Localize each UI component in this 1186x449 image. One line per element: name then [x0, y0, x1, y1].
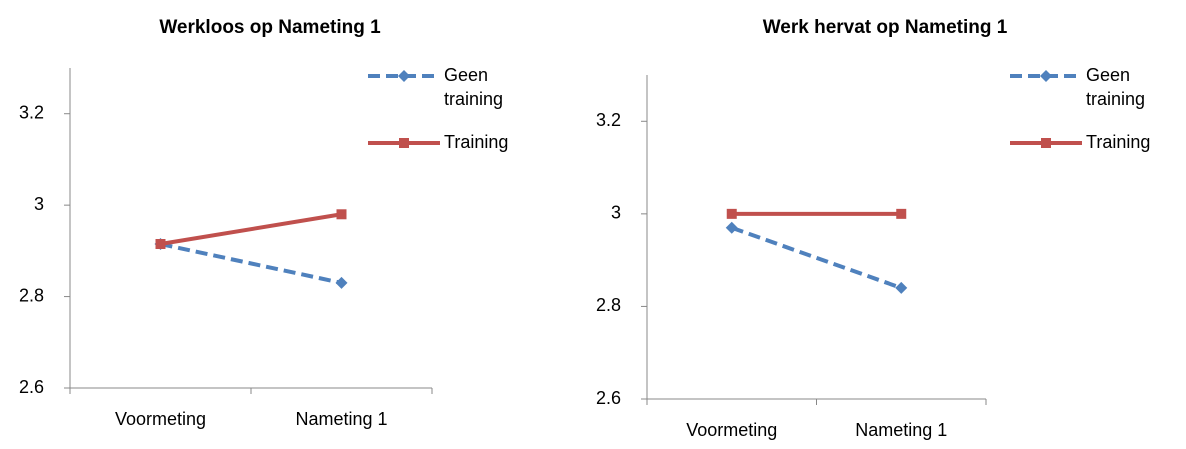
series-line — [160, 242, 342, 285]
legend-marker — [1041, 138, 1051, 148]
y-tick-label: 3.2 — [596, 110, 621, 130]
marker — [335, 276, 348, 289]
y-tick-label: 3 — [34, 194, 44, 214]
x-tick-label: Nameting 1 — [295, 409, 387, 429]
x-tick-label: Voormeting — [686, 420, 777, 440]
marker — [895, 281, 908, 294]
marker — [155, 239, 166, 249]
legend-label: Geen training — [444, 65, 504, 109]
x-tick-label: Voormeting — [115, 409, 206, 429]
x-tick-label: Nameting 1 — [855, 420, 947, 440]
legend-label: Training — [444, 132, 509, 152]
chart-title: Werk hervat op Nameting 1 — [763, 17, 1008, 38]
legend-marker — [398, 70, 410, 82]
legend-label: Geen training — [1086, 65, 1146, 109]
series-line — [731, 225, 902, 290]
legend-marker — [1040, 70, 1052, 82]
y-tick-label: 2.6 — [596, 388, 621, 408]
y-tick-label: 3 — [611, 203, 621, 223]
marker — [725, 221, 738, 234]
y-tick-label: 2.8 — [19, 285, 44, 305]
series-line — [160, 212, 342, 246]
legend-marker — [399, 138, 409, 148]
marker — [336, 209, 347, 220]
y-tick-label: 3.2 — [19, 102, 44, 122]
legend-label: Training — [1086, 132, 1151, 152]
marker — [726, 208, 737, 219]
marker — [896, 208, 907, 219]
chart-title: Werkloos op Nameting 1 — [159, 17, 381, 38]
y-tick-label: 2.8 — [596, 295, 621, 315]
y-tick-label: 2.6 — [19, 377, 44, 397]
